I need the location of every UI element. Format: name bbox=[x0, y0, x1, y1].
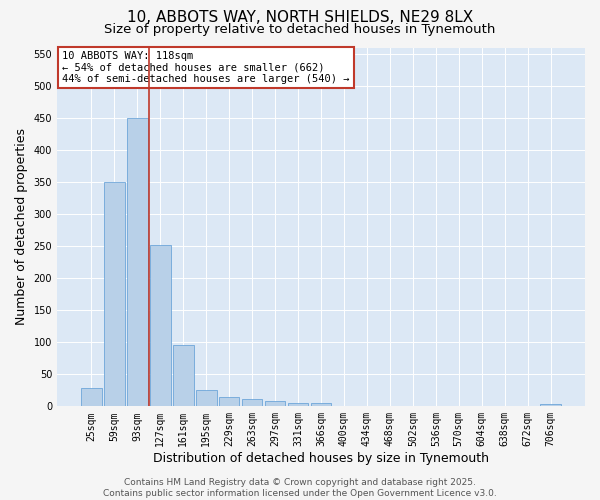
Bar bbox=[127, 118, 148, 406]
Bar bbox=[265, 401, 286, 406]
Text: Size of property relative to detached houses in Tynemouth: Size of property relative to detached ho… bbox=[104, 22, 496, 36]
Bar bbox=[104, 182, 125, 406]
X-axis label: Distribution of detached houses by size in Tynemouth: Distribution of detached houses by size … bbox=[153, 452, 489, 465]
Text: Contains HM Land Registry data © Crown copyright and database right 2025.
Contai: Contains HM Land Registry data © Crown c… bbox=[103, 478, 497, 498]
Bar bbox=[81, 388, 102, 406]
Y-axis label: Number of detached properties: Number of detached properties bbox=[15, 128, 28, 326]
Bar bbox=[311, 403, 331, 406]
Bar bbox=[173, 346, 194, 406]
Bar bbox=[242, 398, 262, 406]
Bar bbox=[541, 404, 561, 406]
Text: 10 ABBOTS WAY: 118sqm
← 54% of detached houses are smaller (662)
44% of semi-det: 10 ABBOTS WAY: 118sqm ← 54% of detached … bbox=[62, 51, 350, 84]
Bar bbox=[196, 390, 217, 406]
Bar bbox=[150, 245, 170, 406]
Bar bbox=[288, 403, 308, 406]
Text: 10, ABBOTS WAY, NORTH SHIELDS, NE29 8LX: 10, ABBOTS WAY, NORTH SHIELDS, NE29 8LX bbox=[127, 10, 473, 25]
Bar bbox=[219, 396, 239, 406]
